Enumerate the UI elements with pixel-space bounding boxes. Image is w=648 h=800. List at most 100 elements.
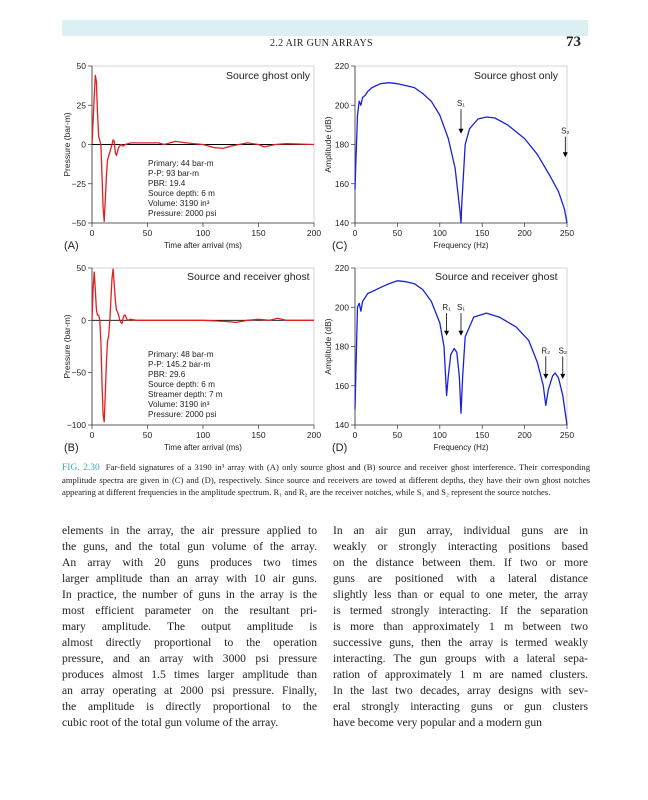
x-tick-label: 200 xyxy=(518,430,532,440)
x-tick-label: 100 xyxy=(433,228,447,238)
text-line: In the last two decades, array designs w… xyxy=(333,684,588,697)
y-tick-label: 140 xyxy=(335,420,349,430)
chart-d: 0 50 100 150 200 250 140 160 180 200 220 Frequency … xyxy=(323,263,574,452)
text-line: most efficient parameter on the resultan… xyxy=(62,604,317,617)
y-tick-label: −50 xyxy=(72,218,87,228)
text-line: is termed strongly interacting. If the s… xyxy=(333,604,588,617)
y-tick-label: 220 xyxy=(335,263,349,273)
panel-a-title: Source ghost only xyxy=(226,70,311,82)
series-line xyxy=(354,280,568,426)
x-tick-label: 0 xyxy=(90,430,95,440)
text-line: on the distance between them. If two or … xyxy=(333,556,588,569)
text-line: successive guns, then the array is terme… xyxy=(333,636,588,649)
body-column-right: In an air gun array, individual guns are… xyxy=(333,523,588,731)
page-number: 73 xyxy=(566,34,581,50)
panel-c-label: (C) xyxy=(332,240,348,252)
text-line: pressure, and an array with 3000 psi pre… xyxy=(62,652,317,665)
notch-label: S₁ xyxy=(457,99,465,108)
y-tick-label: 180 xyxy=(335,140,349,150)
x-axis-label: Frequency (Hz) xyxy=(433,241,488,250)
notch-arrowhead xyxy=(543,373,549,379)
text-line: the amplitude is directly proportional t… xyxy=(62,700,317,713)
x-tick-label: 150 xyxy=(475,228,489,238)
x-tick-label: 250 xyxy=(560,228,574,238)
text-line: larger amplitude than an array with 10 a… xyxy=(62,572,317,585)
x-tick-label: 150 xyxy=(251,430,265,440)
text-line: an array operating at 2000 psi pressure.… xyxy=(62,684,317,697)
notch-arrowhead xyxy=(444,330,450,336)
x-tick-label: 200 xyxy=(307,430,321,440)
stat-line: Primary: 44 bar-m xyxy=(148,159,214,168)
series-line xyxy=(91,74,315,223)
x-tick-label: 0 xyxy=(353,228,358,238)
notch-label: S₂ xyxy=(559,346,567,355)
y-tick-label: 200 xyxy=(335,302,349,312)
panel-a-stats: Primary: 44 bar-m P-P: 93 bar-m PBR: 19.… xyxy=(148,159,216,219)
stat-line: Source depth: 6 m xyxy=(148,380,215,389)
stat-line: P-P: 145.2 bar-m xyxy=(148,360,211,369)
x-tick-label: 200 xyxy=(307,228,321,238)
x-tick-label: 0 xyxy=(90,228,95,238)
stat-line: PBR: 29.6 xyxy=(148,370,186,379)
y-tick-label: 0 xyxy=(81,140,86,150)
stat-line: P-P: 93 bar-m xyxy=(148,169,199,178)
y-tick-label: 50 xyxy=(77,61,87,71)
text-line: interacting. The gun groups with a later… xyxy=(333,652,588,665)
figure-caption: FIG. 2.30 Far-field signatures of a 3190 … xyxy=(62,461,590,498)
text-line: eral strongly interacting guns or gun cl… xyxy=(333,700,588,713)
y-tick-label: 0 xyxy=(81,315,86,325)
y-tick-label: 220 xyxy=(335,61,349,71)
stat-line: Streamer depth: 7 m xyxy=(148,390,223,399)
panel-b-stats: Primary: 48 bar-m P-P: 145.2 bar-m PBR: … xyxy=(148,350,223,420)
y-axis-label: Pressure (bar-m) xyxy=(62,112,72,176)
x-axis-label: Time after arrival (ms) xyxy=(164,241,242,250)
header-band xyxy=(62,20,588,36)
text-line: is more than approximately 1 m between t… xyxy=(333,620,588,633)
figure-label: FIG. 2.30 xyxy=(62,463,100,473)
y-axis-label: Amplitude (dB) xyxy=(323,116,333,172)
x-tick-label: 150 xyxy=(251,228,265,238)
stat-line: PBR: 19.4 xyxy=(148,179,186,188)
x-tick-label: 200 xyxy=(518,228,532,238)
x-tick-label: 100 xyxy=(196,430,210,440)
y-tick-label: −100 xyxy=(67,420,86,430)
stat-line: Volume: 3190 in³ xyxy=(148,400,210,409)
body-column-left: elements in the array, the air pressure … xyxy=(62,523,317,731)
text-line: An array with 20 guns produces two times xyxy=(62,556,317,569)
text-line: weakly or strongly interacting positions… xyxy=(333,540,588,553)
series-line xyxy=(354,82,568,224)
x-tick-label: 0 xyxy=(353,430,358,440)
y-tick-label: 25 xyxy=(77,100,87,110)
text-line: slightly less than or equal to one meter… xyxy=(333,588,588,601)
text-line: have become very popular and a modern gu… xyxy=(333,716,542,729)
panel-d-label: (D) xyxy=(332,442,348,454)
panel-c-title: Source ghost only xyxy=(474,70,559,82)
notch-label: S₁ xyxy=(457,303,465,312)
x-axis-label: Frequency (Hz) xyxy=(433,443,488,452)
text-line: guns are positioned with a lateral dista… xyxy=(333,572,588,585)
figure-2-30: 0 50 100 150 200 −50 −25 0 25 50 Time after arriva… xyxy=(62,61,574,452)
y-tick-label: 160 xyxy=(335,381,349,391)
notch-arrowhead xyxy=(458,128,464,134)
chart-c: 0 50 100 150 200 250 140 160 180 200 220 Frequency … xyxy=(323,61,574,250)
notch-arrowhead xyxy=(560,373,566,379)
y-tick-label: 50 xyxy=(77,263,87,273)
y-tick-label: −25 xyxy=(72,179,87,189)
text-line: In practice, the number of guns in the a… xyxy=(62,588,317,601)
text-line: elements in the array, the air pressure … xyxy=(62,524,317,537)
notch-arrowhead xyxy=(458,330,464,336)
chart-a: 0 50 100 150 200 −50 −25 0 25 50 Time after arriva… xyxy=(62,61,321,250)
x-tick-label: 150 xyxy=(475,430,489,440)
text-line: cubic root of the total gun volume of th… xyxy=(62,716,279,729)
panel-a-label: (A) xyxy=(64,240,79,252)
x-tick-label: 50 xyxy=(393,228,403,238)
x-tick-label: 50 xyxy=(143,228,153,238)
series-line xyxy=(91,268,314,423)
panel-b-label: (B) xyxy=(64,442,79,454)
y-axis-label: Pressure (bar-m) xyxy=(62,314,72,378)
y-axis-label: Amplitude (dB) xyxy=(323,318,333,374)
notch-label: S₂ xyxy=(561,127,569,136)
notch-label: R₂ xyxy=(541,346,550,355)
y-tick-label: 140 xyxy=(335,218,349,228)
